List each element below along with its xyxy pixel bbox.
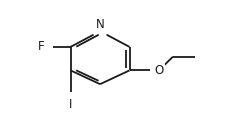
Text: N: N	[95, 18, 104, 31]
Text: F: F	[38, 40, 44, 53]
Text: I: I	[69, 98, 72, 111]
Text: O: O	[154, 64, 163, 77]
